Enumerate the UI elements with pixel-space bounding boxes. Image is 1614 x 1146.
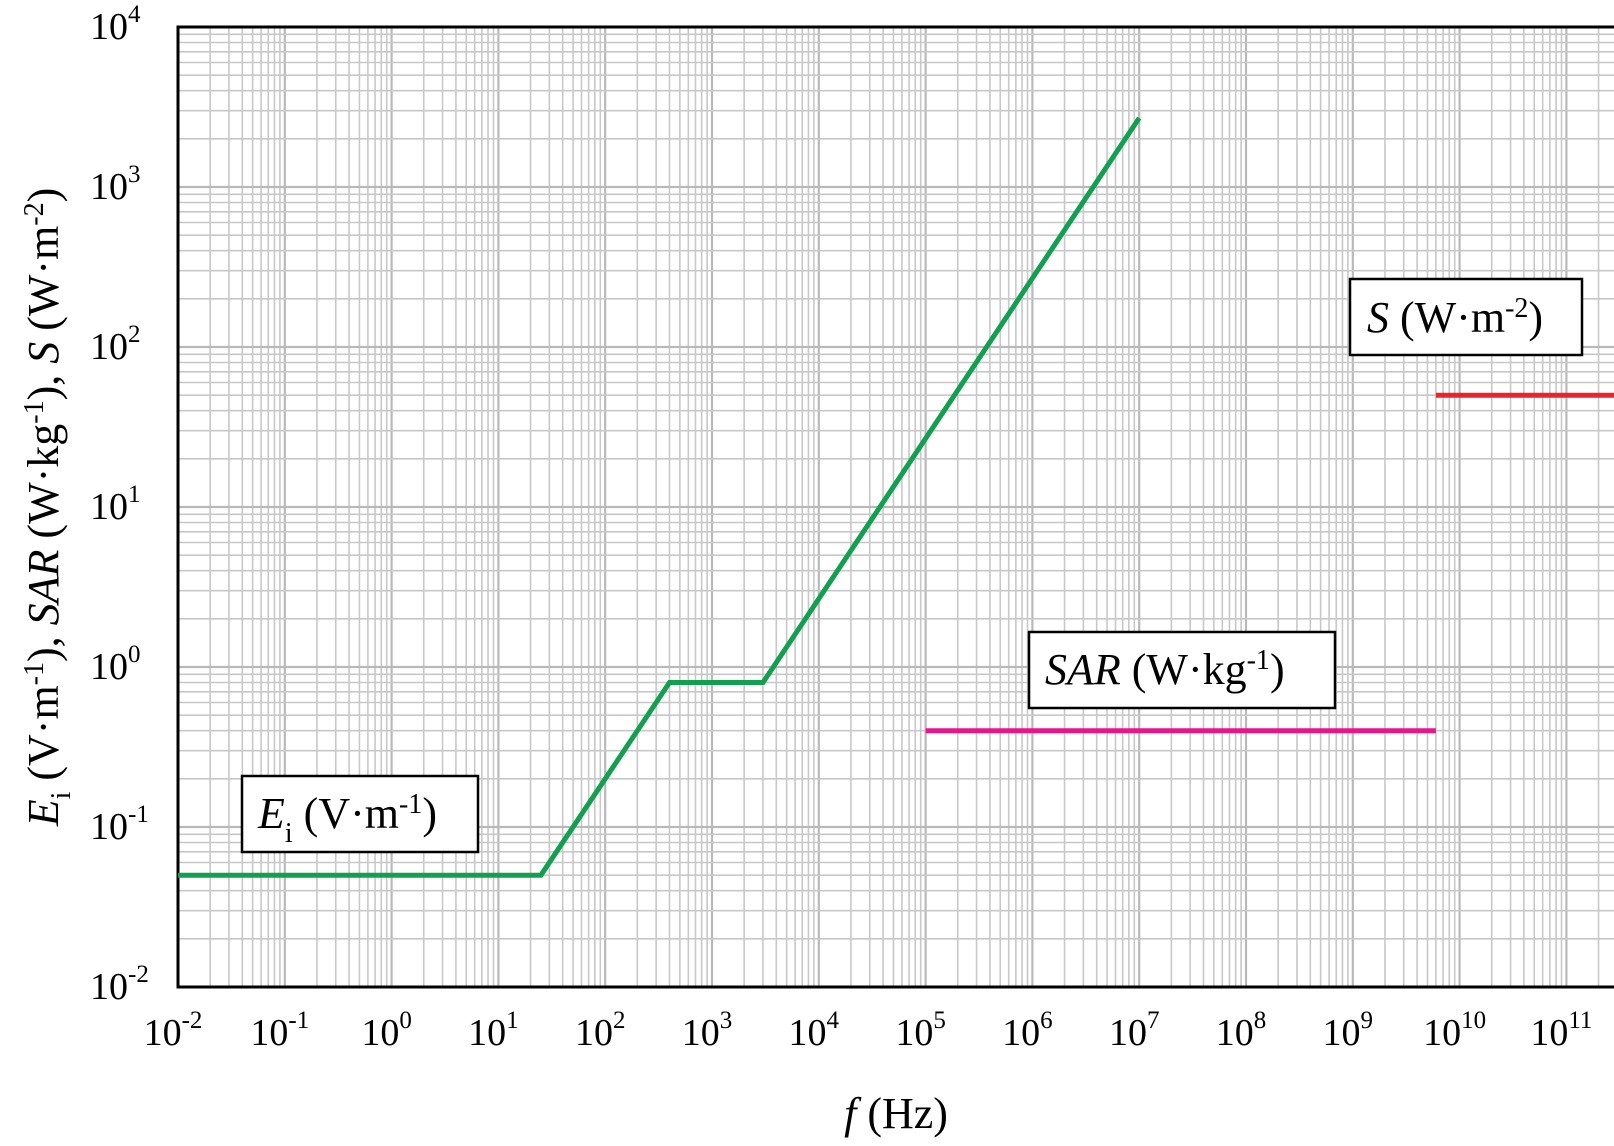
x-tick-label: 103	[682, 1007, 733, 1054]
y-tick-labels: 10-2 10-1 100 101 102 103 104	[90, 1, 149, 1008]
y-tick-label: 100	[90, 641, 141, 688]
x-tick-label: 10-1	[250, 1007, 309, 1054]
annotation-box	[1027, 630, 1337, 710]
x-tick-label: 10-2	[144, 1007, 203, 1054]
x-tick-labels: 10-2 10-1 100 101 102 103 104 105 106 107 108 109 10…	[144, 1007, 1593, 1054]
x-tick-label: 101	[468, 1007, 519, 1054]
annotation-label: SAR (W·kg-1)	[1045, 645, 1285, 694]
series-line-1	[178, 116, 1142, 878]
x-tick-label: 106	[1002, 1007, 1053, 1054]
y-tick-label: 10-2	[90, 961, 149, 1008]
series-layer	[178, 116, 1614, 878]
annotation-label: S (W·m-2)	[1367, 293, 1543, 342]
x-tick-label: 105	[895, 1007, 946, 1054]
annotation-box	[240, 774, 480, 854]
x-tick-label: 107	[1109, 1007, 1160, 1054]
y-tick-label: 104	[90, 1, 141, 48]
x-tick-label: 108	[1216, 1007, 1267, 1054]
annotation-box	[1348, 277, 1584, 357]
x-tick-label: 104	[789, 1007, 840, 1054]
y-tick-label: 101	[90, 481, 141, 528]
x-tick-label: 109	[1323, 1007, 1374, 1054]
y-axis-title: Ei (V·m-1), SAR (W·kg-1), S (W·m-2)	[19, 188, 77, 828]
x-axis-title: f (Hz)	[844, 1089, 948, 1138]
x-tick-label: 102	[575, 1007, 626, 1054]
annotation-s: S (W·m-2)	[1348, 277, 1584, 357]
annotations: Ei (V·m-1) SAR (W·kg-1) S (W·m-2)	[240, 277, 1584, 854]
x-tick-label: 1010	[1423, 1007, 1486, 1054]
annotation-ei: Ei (V·m-1)	[240, 774, 480, 854]
annotation-sar: SAR (W·kg-1)	[1027, 630, 1337, 710]
annotation-label: Ei (V·m-1)	[257, 789, 437, 849]
plot-frame	[176, 25, 1614, 989]
x-tick-label: 100	[361, 1007, 412, 1054]
y-tick-label: 103	[90, 161, 141, 208]
y-tick-label: 102	[90, 321, 141, 368]
axis-titles: f (Hz) Ei (V·m-1), SAR (W·kg-1), S (W·m-2…	[19, 188, 948, 1138]
x-tick-label: 1011	[1530, 1007, 1592, 1054]
y-tick-label: 10-1	[90, 801, 149, 848]
